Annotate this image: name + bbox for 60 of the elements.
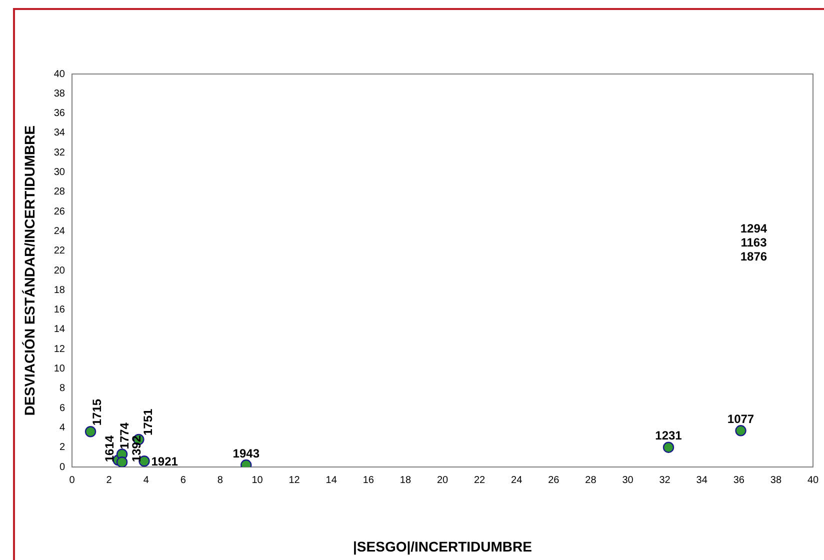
x-tick-label: 20	[436, 474, 448, 486]
y-axis-title: DESVIACIÓN ESTÁNDAR/INCERTIDUMBRE	[21, 125, 38, 416]
point	[662, 442, 674, 453]
x-tick-label: 0	[69, 474, 76, 486]
y-tick-label: 32	[54, 147, 66, 158]
y-tick-label: 16	[54, 304, 66, 316]
point	[116, 456, 128, 467]
x-tick-label: 26	[548, 474, 560, 486]
x-tick-label: 30	[622, 474, 634, 486]
x-tick-label: 6	[180, 474, 186, 486]
y-tick-label: 20	[54, 265, 66, 276]
y-tick-label: 2	[59, 442, 66, 454]
y-tick-label: 18	[54, 284, 66, 296]
x-tick-label: 8	[217, 474, 224, 486]
annotation: 1715	[90, 398, 104, 426]
y-tick-label: 28	[54, 186, 66, 198]
x-tick-label: 2	[106, 474, 112, 486]
x-tick-label: 14	[326, 474, 338, 486]
annotation: 1751	[141, 408, 156, 436]
y-tick-label: 26	[54, 206, 66, 218]
x-axis-title: |SESGO|/INCERTIDUMBRE	[353, 538, 532, 556]
x-tick-label: 24	[511, 474, 523, 486]
annotation: 1231	[655, 428, 682, 443]
y-tick-label: 30	[54, 167, 66, 178]
annotation: 1876	[740, 249, 768, 264]
y-tick-label: 8	[59, 383, 66, 394]
y-tick-label: 22	[54, 246, 66, 257]
y-tick-label: 4	[59, 422, 66, 434]
annotation: 1392	[129, 435, 144, 462]
x-tick-label: 36	[733, 474, 745, 486]
x-tick-label: 40	[807, 474, 819, 486]
y-tick-label: 0	[59, 462, 66, 473]
annotation: 1163	[740, 235, 768, 250]
annotation: 1774	[117, 422, 132, 450]
y-tick-label: 10	[54, 364, 66, 374]
y-tick-label: 40	[54, 68, 66, 80]
y-tick-label: 36	[54, 108, 66, 120]
y-tick-label: 12	[54, 344, 66, 355]
y-tick-label: 14	[54, 324, 66, 336]
x-tick-label: 22	[474, 474, 486, 486]
x-tick-label: 16	[362, 474, 374, 486]
y-tick-label: 24	[54, 226, 66, 237]
x-tick-label: 28	[585, 474, 597, 486]
y-tick-label: 6	[59, 402, 66, 414]
x-tick-label: 4	[143, 474, 150, 486]
x-tick-label: 10	[252, 474, 264, 486]
y-tick-label: 34	[54, 128, 66, 139]
annotation: 1294	[740, 221, 768, 236]
y-tick-label: 38	[54, 88, 66, 100]
x-tick-label: 12	[288, 474, 300, 486]
x-tick-label: 18	[400, 474, 412, 486]
x-tick-label: 34	[696, 474, 708, 486]
point	[84, 426, 96, 438]
annotation: 1943	[232, 446, 260, 460]
annotation: 1077	[727, 412, 754, 426]
annotation: 1921	[151, 454, 178, 468]
annotation: 1614	[102, 435, 117, 462]
point	[735, 425, 746, 436]
x-tick-label: 32	[659, 474, 671, 486]
x-tick-label: 38	[770, 474, 782, 486]
